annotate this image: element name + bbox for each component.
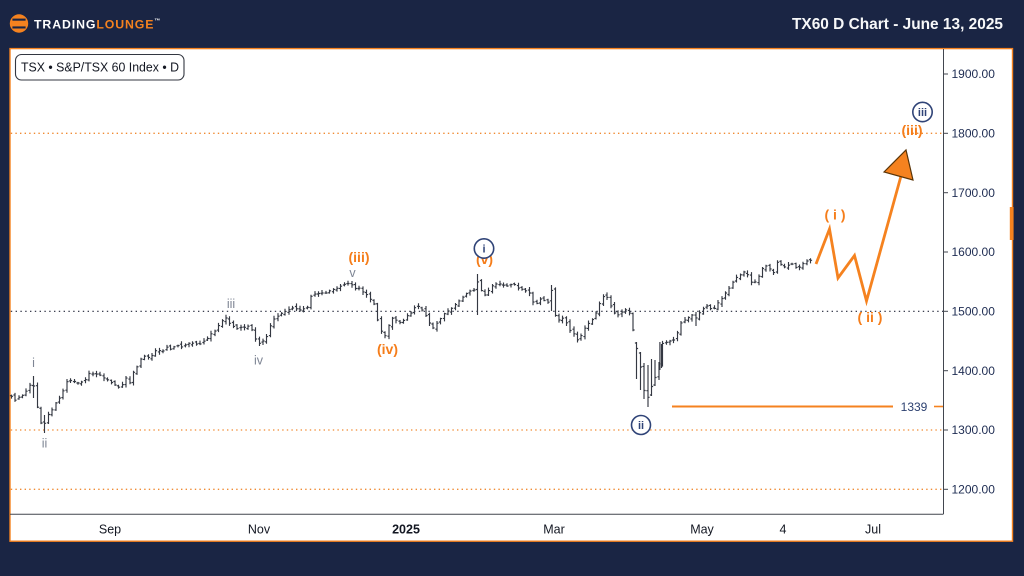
svg-text:TRADINGLOUNGE™: TRADINGLOUNGE™ [34, 18, 161, 32]
svg-text:( ii ): ( ii ) [858, 309, 883, 325]
svg-text:1300.00: 1300.00 [952, 423, 996, 437]
svg-text:Mar: Mar [543, 523, 565, 537]
svg-text:1600.00: 1600.00 [952, 245, 996, 259]
svg-text:iv: iv [254, 354, 264, 368]
svg-text:TX60 D Chart - June 13, 2025: TX60 D Chart - June 13, 2025 [792, 16, 1003, 33]
svg-text:iii: iii [227, 297, 235, 311]
svg-text:ii: ii [638, 420, 644, 432]
svg-text:May: May [690, 523, 714, 537]
svg-text:1200.00: 1200.00 [952, 483, 996, 497]
svg-text:v: v [349, 266, 356, 280]
svg-text:(iv): (iv) [377, 341, 398, 357]
svg-text:(iii): (iii) [902, 122, 923, 138]
svg-text:iii: iii [918, 107, 927, 119]
svg-text:Jul: Jul [865, 523, 881, 537]
svg-text:TSX • S&P/TSX 60 Index • D: TSX • S&P/TSX 60 Index • D [21, 61, 179, 75]
svg-text:i: i [482, 244, 485, 256]
svg-text:ii: ii [42, 437, 48, 451]
svg-text:i: i [32, 356, 35, 370]
svg-text:4: 4 [780, 523, 787, 537]
svg-text:2025: 2025 [392, 523, 420, 537]
svg-text:Sep: Sep [99, 523, 121, 537]
svg-text:1900.00: 1900.00 [952, 67, 996, 81]
svg-text:( i ): ( i ) [825, 207, 846, 223]
svg-text:(iii): (iii) [349, 249, 370, 265]
svg-text:Nov: Nov [248, 523, 271, 537]
svg-text:1800.00: 1800.00 [952, 127, 996, 141]
svg-text:1500.00: 1500.00 [952, 305, 996, 319]
svg-text:1400.00: 1400.00 [952, 364, 996, 378]
svg-text:1339: 1339 [901, 400, 928, 414]
svg-text:1700.00: 1700.00 [952, 186, 996, 200]
